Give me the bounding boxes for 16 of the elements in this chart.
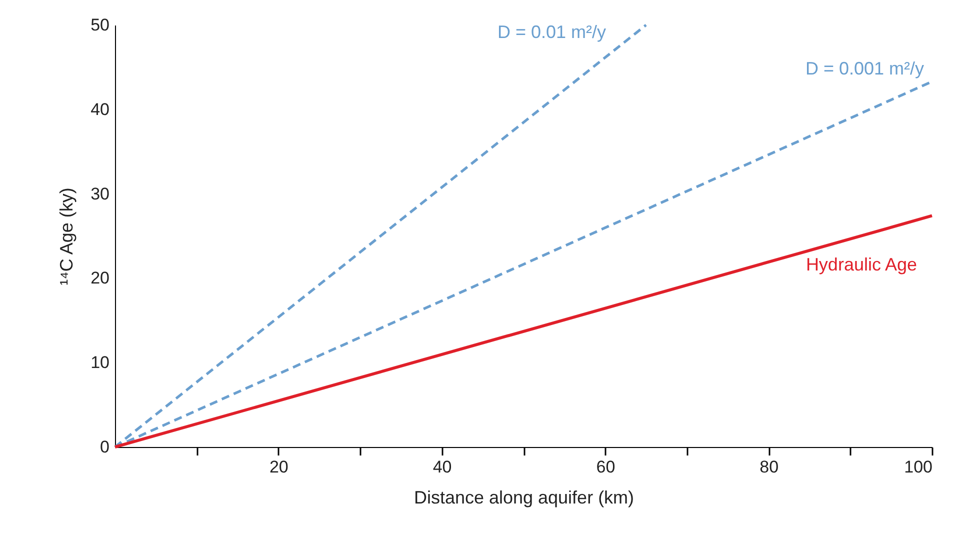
- y-tick-label: 0: [100, 438, 110, 456]
- y-tick-label: 40: [90, 100, 110, 119]
- x-axis-title: Distance along aquifer (km): [414, 488, 634, 508]
- y-tick-label: 30: [90, 184, 110, 204]
- x-tick-label: 20: [269, 458, 288, 476]
- series-label: D = 0.001 m²/y: [805, 58, 924, 79]
- y-axis-title: ¹⁴C Age (ky): [56, 188, 77, 286]
- y-tick-label: 50: [90, 16, 110, 34]
- series-label: Hydraulic Age: [806, 254, 917, 275]
- x-tick-label: 60: [596, 458, 616, 476]
- x-tick-label: 100: [904, 458, 932, 476]
- series-label: D = 0.01 m²/y: [498, 22, 606, 42]
- y-tick-label: 20: [90, 268, 110, 288]
- x-tick-label: 40: [432, 458, 452, 476]
- y-tick-label: 10: [90, 353, 110, 372]
- x-tick-label: 80: [760, 458, 779, 476]
